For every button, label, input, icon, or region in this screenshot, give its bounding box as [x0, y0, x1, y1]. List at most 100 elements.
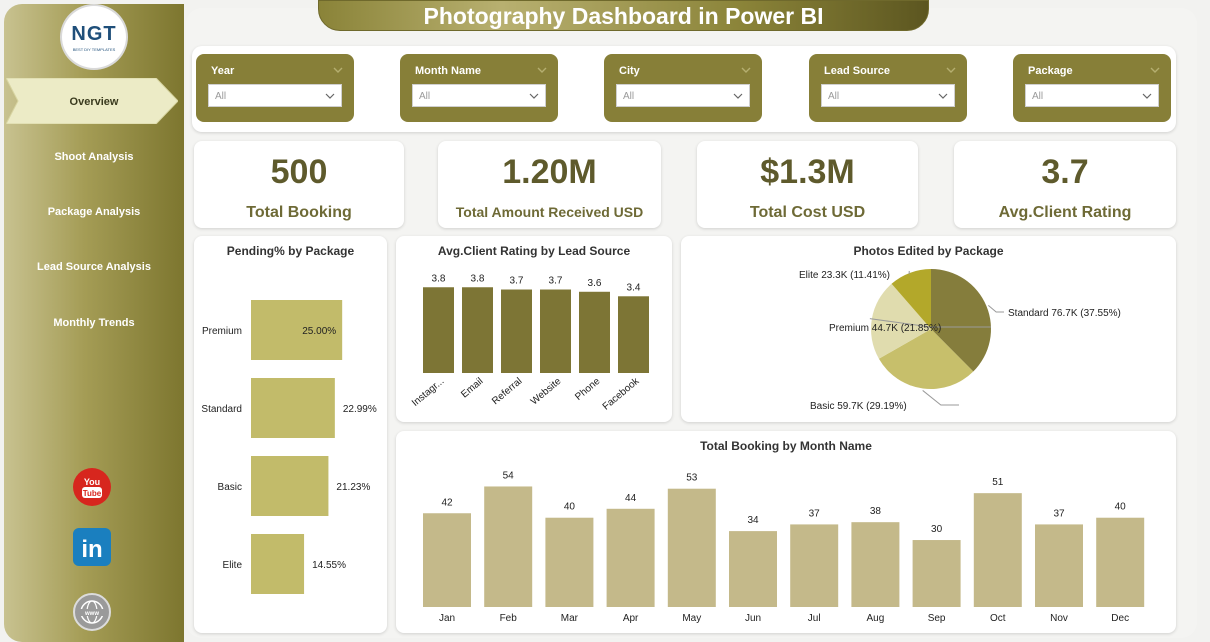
youtube-icon[interactable]: You Tube: [72, 467, 112, 507]
chevron-down-icon[interactable]: [332, 64, 344, 76]
bar: [484, 486, 533, 607]
title-bar: Photography Dashboard in Power BI: [318, 0, 929, 31]
filter-value: All: [828, 91, 840, 102]
bar: [1035, 524, 1083, 607]
filter-slicer[interactable]: City All: [604, 54, 762, 122]
rating-by-lead-source-chart: 3.8 Instagr... 3.8 Email 3.7 Referral 3.7 Websi…: [410, 273, 649, 413]
filter-slicer[interactable]: Lead Source All: [809, 54, 967, 122]
bar: [501, 289, 532, 373]
website-icon[interactable]: www: [72, 592, 112, 632]
filter-dropdown[interactable]: All: [1025, 84, 1159, 107]
filter-value: All: [623, 91, 635, 102]
nav-item-package-analysis[interactable]: Package Analysis: [47, 206, 141, 218]
chevron-down-icon[interactable]: [740, 64, 752, 76]
kpi-card-total-booking: 500 Total Booking: [194, 141, 404, 228]
bar: [423, 513, 471, 607]
category-label: Email: [459, 376, 485, 401]
data-label: 21.23%: [336, 482, 370, 493]
data-label: 53: [686, 473, 698, 484]
data-label: 3.7: [549, 276, 563, 287]
chart-title: Pending% by Package: [226, 244, 355, 258]
category-label: Phone: [573, 376, 603, 403]
category-label: Instagr...: [410, 376, 446, 409]
data-label: 30: [931, 524, 943, 535]
pending-by-package-chart: Premium 25.00% Standard 22.99% Basic 21.23% El…: [201, 300, 377, 594]
logo-text: NGT: [71, 22, 117, 45]
filter-slicer[interactable]: Month Name All: [400, 54, 558, 122]
data-label: 42: [441, 497, 453, 508]
chevron-down-icon[interactable]: [945, 64, 957, 76]
chevron-down-icon[interactable]: [536, 64, 548, 76]
category-label: Nov: [1050, 613, 1068, 624]
pie-slice: [931, 269, 991, 372]
filter-dropdown[interactable]: All: [821, 84, 955, 107]
filter-dropdown[interactable]: All: [412, 84, 546, 107]
filter-label: Lead Source: [824, 65, 891, 77]
linkedin-icon[interactable]: in: [72, 527, 112, 567]
svg-text:www: www: [84, 611, 99, 617]
svg-text:in: in: [81, 536, 102, 563]
data-label: 38: [870, 506, 882, 517]
category-label: Standard: [201, 404, 242, 415]
category-label: Aug: [867, 613, 885, 624]
kpi-label: Total Cost USD: [749, 204, 866, 221]
data-label: 54: [503, 470, 515, 481]
category-label: Elite: [223, 560, 243, 571]
pie-slice: [878, 329, 974, 389]
category-label: Sep: [928, 613, 946, 624]
bar: [251, 456, 329, 516]
category-label: Jun: [745, 613, 761, 624]
data-label: 37: [809, 508, 821, 519]
nav-item-overview[interactable]: Overview: [69, 96, 119, 108]
filter-label: Year: [211, 65, 235, 77]
category-label: May: [682, 613, 701, 624]
bar: [251, 534, 305, 594]
data-label: 44: [625, 493, 637, 504]
category-label: Basic: [218, 482, 242, 493]
filter-slicer[interactable]: Package All: [1013, 54, 1171, 122]
booking-by-month-chart: 42 Jan 54 Feb 40 Mar 44 Apr 53 May 34 Jun 37 Jul 38 Aug…: [423, 470, 1145, 624]
category-label: Website: [529, 376, 564, 408]
bar: [729, 531, 777, 607]
bar: [851, 522, 900, 607]
category-label: Referral: [490, 376, 524, 407]
bar: [790, 524, 839, 607]
nav-item-lead-source-analysis[interactable]: Lead Source Analysis: [37, 261, 151, 273]
bar: [251, 378, 335, 438]
category-label: Mar: [561, 613, 579, 624]
filter-dropdown[interactable]: All: [616, 84, 750, 107]
bar: [973, 493, 1022, 607]
filter-value: All: [1032, 91, 1044, 102]
logo: NGT BEST DIY TEMPLATES: [60, 4, 128, 70]
kpi-value: 3.7: [1041, 153, 1089, 191]
data-label: 14.55%: [312, 560, 346, 571]
data-label: 3.4: [627, 282, 641, 293]
nav-item-monthly-trends[interactable]: Monthly Trends: [53, 317, 135, 329]
kpi-card-total-cost: $1.3M Total Cost USD: [697, 141, 918, 228]
bar: [462, 287, 493, 373]
kpi-label: Total Amount Received USD: [455, 204, 644, 220]
svg-text:You: You: [84, 477, 100, 487]
data-label: 51: [992, 477, 1004, 488]
chevron-down-icon[interactable]: [1149, 64, 1161, 76]
chevron-down-icon: [1142, 93, 1152, 99]
bar: [251, 300, 343, 360]
bar: [667, 488, 716, 607]
data-label: 3.7: [510, 276, 524, 287]
slice-label: Basic 59.7K (29.19%): [810, 401, 907, 412]
photos-edited-pie-chart: Standard 76.7K (37.55%) Basic 59.7K (29.1…: [799, 269, 1121, 412]
nav-item-shoot-analysis[interactable]: Shoot Analysis: [54, 151, 134, 163]
bar: [423, 287, 454, 373]
category-label: Dec: [1111, 613, 1129, 624]
leader-line: [922, 390, 959, 406]
chart-card-pending-by-package: Pending% by Package Premium 25.00% Standar…: [194, 236, 387, 633]
filter-label: Package: [1028, 65, 1073, 77]
kpi-card-avg-client-rating: 3.7 Avg.Client Rating: [954, 141, 1176, 228]
data-label: 3.8: [471, 273, 485, 284]
kpi-value: $1.3M: [760, 153, 855, 191]
slice-label: Premium 44.7K (21.85%): [829, 323, 941, 334]
filter-dropdown[interactable]: All: [208, 84, 342, 107]
filter-slicer[interactable]: Year All: [196, 54, 354, 122]
chart-card-booking-by-month: Total Booking by Month Name 42 Jan 54 Feb 40…: [396, 431, 1176, 633]
slice-label: Elite 23.3K (11.41%): [799, 270, 890, 281]
